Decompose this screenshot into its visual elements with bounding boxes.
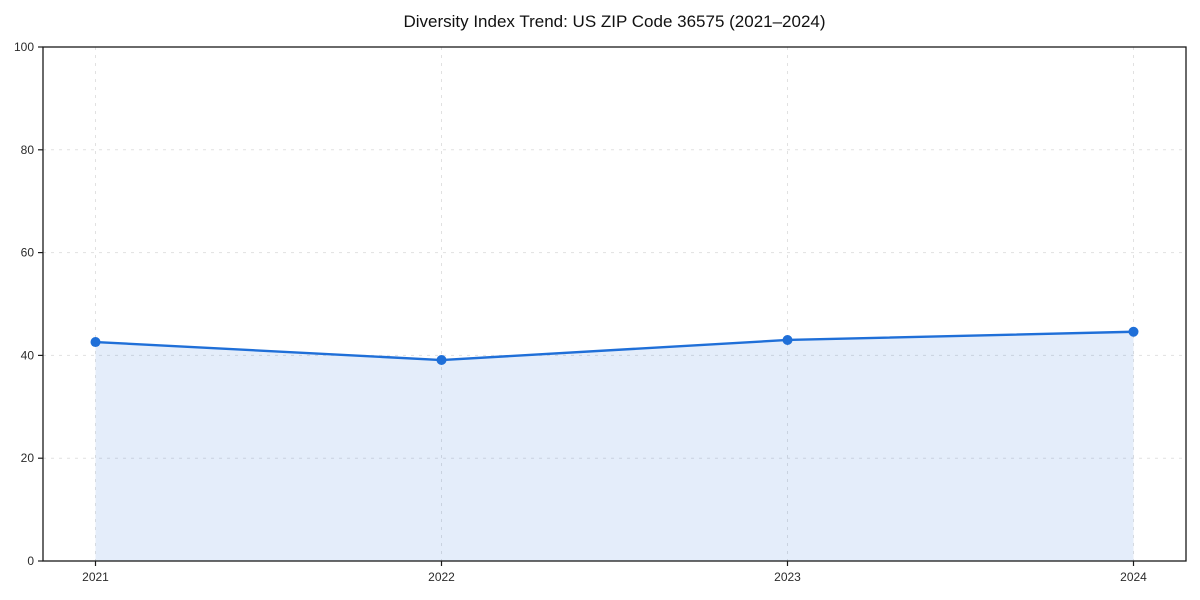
y-tick-label: 80 [21, 143, 35, 157]
x-tick-label: 2023 [774, 570, 801, 584]
data-point-marker [436, 355, 447, 366]
data-point-marker [1128, 326, 1139, 337]
y-tick-label: 40 [21, 348, 35, 362]
chart-title: Diversity Index Trend: US ZIP Code 36575… [403, 12, 825, 31]
y-tick-label: 20 [21, 451, 35, 465]
x-tick-label: 2021 [82, 570, 109, 584]
y-tick-label: 60 [21, 246, 35, 260]
plot-border [42, 46, 1187, 562]
data-point-marker [90, 337, 101, 348]
area-fill [95, 331, 1134, 561]
data-point-marker [782, 334, 793, 345]
trend-line [94, 330, 1135, 362]
y-tick-label: 100 [14, 40, 34, 54]
x-tick-label: 2022 [428, 570, 455, 584]
area-under-line [95, 331, 1134, 561]
x-tick-labels: 2021 2022 2023 2024 [82, 570, 1147, 584]
y-tick-label: 0 [27, 554, 34, 568]
x-tick-label: 2024 [1120, 570, 1147, 584]
y-tick-labels: 0 20 40 60 80 100 [14, 40, 34, 568]
axis-ticks [38, 46, 1135, 566]
series-line [94, 330, 1135, 362]
data-point-markers [90, 326, 1139, 366]
